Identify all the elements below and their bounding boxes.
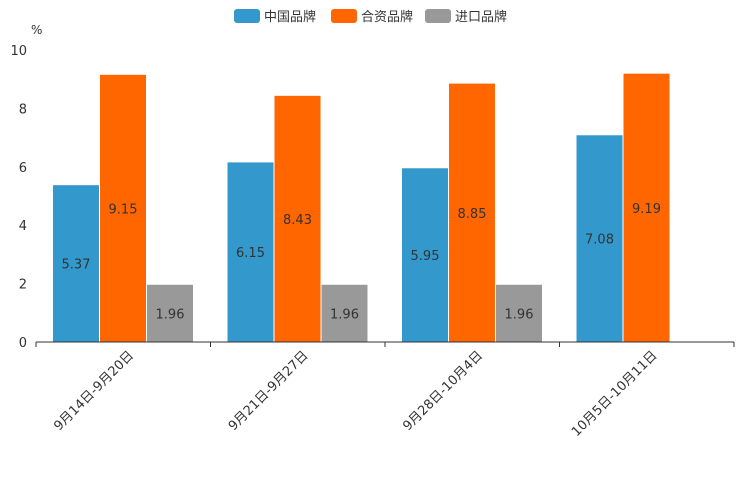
legend-swatch	[234, 9, 260, 23]
x-axis: 9月14日-9月20日 9月21日-9月27日 9月28日-10月4日 10月5日-1…	[35, 342, 735, 440]
bar	[496, 284, 542, 342]
legend-label: 进口品牌	[455, 9, 507, 25]
y-tick-label: 10	[10, 44, 27, 59]
bar	[449, 83, 495, 342]
bar-value-label: 7.08	[585, 233, 614, 248]
legend-label: 中国品牌	[264, 9, 316, 25]
bar-value-label: 9.19	[632, 202, 661, 217]
x-tick-label: 10月5日-10月11日	[569, 348, 661, 440]
bar	[623, 73, 670, 342]
bar	[321, 284, 368, 342]
bar	[53, 185, 99, 342]
bar-value-label: 8.43	[283, 213, 312, 228]
bar-value-label: 1.96	[330, 307, 359, 322]
x-tick-label: 9月14日-9月20日	[51, 348, 137, 434]
legend: 中国品牌 合资品牌 进口品牌	[234, 9, 507, 25]
y-tick-label: 0	[19, 336, 27, 351]
bar	[274, 95, 321, 343]
bar-value-label: 8.85	[458, 207, 487, 222]
x-tick-label: 9月21日-9月27日	[226, 348, 312, 434]
bar-value-label: 1.96	[156, 307, 185, 322]
bar	[402, 168, 448, 342]
bar	[147, 284, 193, 342]
y-tick-label: 6	[19, 161, 27, 176]
bar-value-label: 5.37	[62, 258, 91, 273]
y-tick-label: 8	[19, 102, 27, 117]
y-tick-label: 4	[19, 219, 27, 234]
x-tick-label: 9月28日-10月4日	[400, 348, 486, 434]
bar-value-labels: 5.37 9.15 1.96 6.15 8.43 1.96 5.95 8.85 1.96 7.08…	[62, 202, 661, 323]
bars	[53, 73, 670, 343]
bar-value-label: 9.15	[109, 202, 138, 217]
bar-value-label: 6.15	[236, 246, 265, 261]
bar	[576, 135, 623, 342]
bar-value-label: 1.96	[505, 307, 534, 322]
y-axis-unit-label: %	[31, 23, 42, 37]
bar	[100, 74, 146, 342]
legend-swatch	[331, 9, 357, 23]
y-axis: 0 2 4 6 8 10	[10, 44, 27, 351]
y-tick-label: 2	[19, 278, 27, 293]
legend-label: 合资品牌	[361, 9, 413, 25]
bar-value-label: 5.95	[411, 249, 440, 264]
bar	[227, 162, 274, 342]
legend-swatch	[425, 9, 451, 23]
